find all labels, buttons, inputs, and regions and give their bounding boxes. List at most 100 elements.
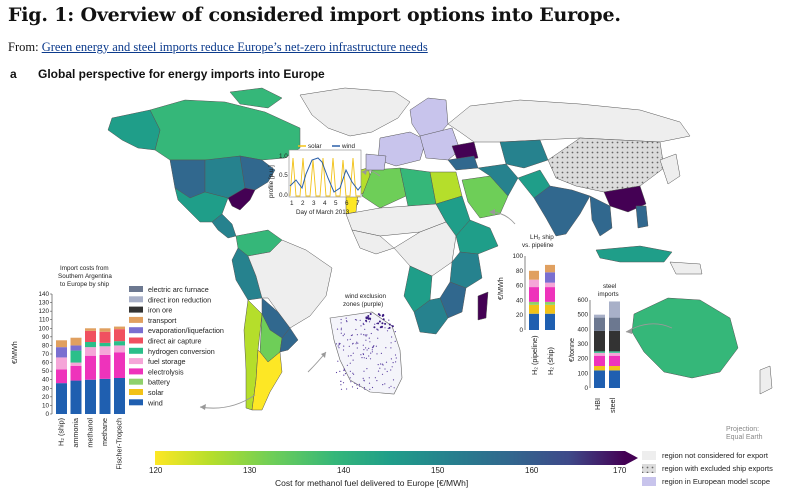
exclusion-dot xyxy=(376,353,378,355)
exclusion-dot xyxy=(362,353,364,355)
exclusion-dot xyxy=(384,383,386,385)
exclusion-dot xyxy=(363,379,365,381)
exclusion-dot xyxy=(390,385,392,387)
exclusion-dot xyxy=(343,368,345,370)
argentina-arrowhead xyxy=(200,404,206,410)
steel-ytick-label: 500 xyxy=(577,312,588,319)
import-costs-ytick-label: 110 xyxy=(39,317,50,324)
lh2-bar-segment xyxy=(545,313,555,330)
exclusion-dot xyxy=(338,344,340,346)
import-costs-legend-label: direct air capture xyxy=(148,337,202,346)
exclusion-dot xyxy=(368,355,370,357)
exclusion-dot xyxy=(349,362,351,364)
steel-bar-segment xyxy=(594,352,605,356)
exclusion-dot xyxy=(376,322,378,325)
exclusion-dot xyxy=(344,373,347,375)
exclusion-dot xyxy=(377,329,379,331)
import-costs-bar-segment xyxy=(114,345,125,353)
exclusion-dot xyxy=(351,334,353,336)
exclusion-dot xyxy=(356,347,358,349)
import-costs-bar-segment xyxy=(85,342,96,348)
import-costs-legend-swatch xyxy=(129,358,143,365)
import-costs-legend-label: evaporation/liquefaction xyxy=(148,326,224,335)
inset-ytick-0: 0.0 xyxy=(279,192,288,199)
import-costs-chart: Import costs from Southern Argentina to … xyxy=(10,265,256,470)
greenland xyxy=(299,87,411,137)
import-costs-bar-segment xyxy=(85,330,96,342)
south-africa xyxy=(413,297,449,335)
exclusion-dot xyxy=(357,342,359,344)
exclusion-dot xyxy=(365,339,367,341)
import-costs-legend-swatch xyxy=(129,286,143,292)
import-costs-legend-swatch xyxy=(129,368,143,375)
legend-excluded-ship: region with excluded ship exports xyxy=(662,464,773,473)
exclusion-dot xyxy=(388,387,390,389)
legend-swatch-not-considered xyxy=(642,451,656,460)
exclusion-dot xyxy=(349,338,351,340)
steel-bar-segment xyxy=(609,351,620,353)
exclusion-dot xyxy=(369,313,372,315)
exclusion-dot xyxy=(371,386,374,389)
exclusion-dot xyxy=(381,315,384,317)
exclusion-dot xyxy=(393,387,395,389)
exclusion-dot xyxy=(364,328,366,330)
exclusion-dot xyxy=(337,360,339,362)
import-costs-bar-segment xyxy=(85,379,96,414)
exclusion-dot xyxy=(371,351,373,353)
exclusion-dot xyxy=(392,362,394,364)
steel-bar-segment xyxy=(609,355,620,366)
exclusion-dot xyxy=(394,340,396,342)
exclusion-dot xyxy=(346,388,348,390)
lh2-bar-segment xyxy=(545,282,555,288)
exclusion-dot xyxy=(359,385,361,387)
import-costs-ytick-label: 140 xyxy=(38,291,49,298)
exclusion-dot xyxy=(349,370,351,372)
exclusion-dot xyxy=(370,352,372,354)
lh2-ytick-label: 100 xyxy=(512,253,523,260)
exclusion-dot xyxy=(365,319,367,322)
australia xyxy=(631,297,739,379)
inset-xtick-2: 3 xyxy=(312,200,316,207)
exclusion-dot xyxy=(390,358,392,360)
exclusion-dot xyxy=(381,373,384,375)
wind-solar-inset: solar wind profile [p.u.] 0.0 0.5 1.0 1 … xyxy=(268,143,381,216)
exclusion-dot xyxy=(335,371,338,374)
exclusion-dot xyxy=(376,380,378,382)
exclusion-dot xyxy=(364,388,366,390)
import-costs-ytick-label: 40 xyxy=(42,377,50,384)
import-costs-ytick-label: 120 xyxy=(38,308,49,315)
alaska xyxy=(107,109,161,151)
exclusion-dot xyxy=(368,321,371,323)
turkey xyxy=(447,155,479,171)
inset-xtick-0: 1 xyxy=(290,200,294,207)
exclusion-dot xyxy=(365,347,367,349)
japan-korea xyxy=(659,153,681,185)
exclusion-dot xyxy=(380,352,382,354)
lh2-ytick-label: 0 xyxy=(519,327,523,334)
import-costs-legend-swatch xyxy=(129,389,143,395)
exclusion-dot xyxy=(337,345,339,347)
exclusion-dot xyxy=(346,364,348,366)
inset-wind-line xyxy=(289,157,362,193)
exclusion-dot xyxy=(348,345,350,347)
exclusion-dot xyxy=(377,322,380,325)
lh2-bar-segment xyxy=(545,304,555,314)
exclusion-dot xyxy=(369,388,371,390)
import-costs-legend-label: iron ore xyxy=(148,306,172,315)
indochina xyxy=(589,195,613,237)
article-link[interactable]: Green energy and steel imports reduce Eu… xyxy=(41,40,428,54)
import-costs-legend-swatch xyxy=(129,316,143,323)
exclusion-dot xyxy=(340,322,342,324)
exclusion-dot xyxy=(378,320,381,323)
exclusion-dot xyxy=(340,318,342,321)
colorbar-tick-170: 170 xyxy=(613,466,627,475)
projection-line-2: Equal Earth xyxy=(726,434,763,441)
exclusion-dot xyxy=(367,315,370,317)
figure-title: Fig. 1: Overview of considered import op… xyxy=(8,4,621,26)
exclusion-dot xyxy=(360,325,362,327)
import-costs-legend-label: electric arc furnace xyxy=(148,285,209,294)
import-costs-bar-segment xyxy=(70,337,82,346)
lh2-ytick-label: 40 xyxy=(516,297,524,304)
exclusion-dot xyxy=(381,363,383,365)
exclusion-dot xyxy=(340,329,342,331)
